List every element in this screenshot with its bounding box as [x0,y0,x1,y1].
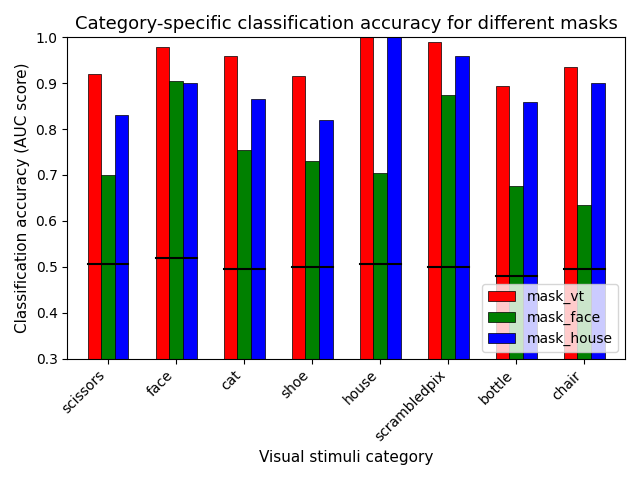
Bar [360,37,373,480]
Bar [170,81,183,480]
Bar [156,47,170,480]
Bar [442,95,455,480]
Y-axis label: Classification accuracy (AUC score): Classification accuracy (AUC score) [15,63,30,333]
Bar [237,150,251,480]
Bar [387,37,401,480]
Bar [373,173,387,480]
Bar [523,102,536,480]
Bar [455,56,468,480]
Bar [319,120,333,480]
Bar [591,83,605,480]
Bar [224,56,237,480]
Bar [183,83,196,480]
Bar [509,186,523,480]
Bar [88,74,101,480]
Bar [564,67,577,480]
Bar [305,161,319,480]
Bar [496,85,509,480]
Bar [115,115,129,480]
Bar [251,99,264,480]
Bar [292,76,305,480]
Title: Category-specific classification accuracy for different masks: Category-specific classification accurac… [75,15,618,33]
Bar [428,42,442,480]
Bar [101,175,115,480]
Bar [577,205,591,480]
X-axis label: Visual stimuli category: Visual stimuli category [259,450,433,465]
Legend: mask_vt, mask_face, mask_house: mask_vt, mask_face, mask_house [482,284,618,351]
